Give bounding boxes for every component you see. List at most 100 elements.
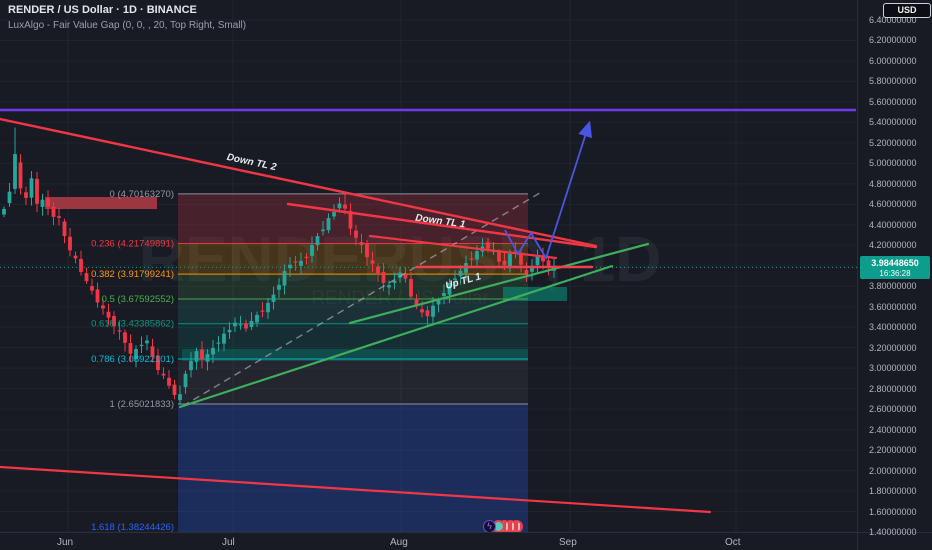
candle xyxy=(475,251,479,260)
candle xyxy=(62,221,67,237)
fvg-box[interactable] xyxy=(182,349,528,361)
candle xyxy=(277,284,281,290)
candle xyxy=(271,294,276,302)
up-tl-1b[interactable] xyxy=(348,242,650,325)
down-tl-1[interactable] xyxy=(286,202,598,249)
candle xyxy=(293,261,298,263)
fib-retracement-bands[interactable] xyxy=(178,193,528,532)
candle xyxy=(321,229,325,232)
price-tick-label: 4.80000000 xyxy=(869,178,917,189)
candle xyxy=(106,311,111,318)
candle xyxy=(123,332,127,343)
candle xyxy=(35,178,39,204)
price-tick-label: 4.20000000 xyxy=(869,240,917,251)
price-tick-label: 3.20000000 xyxy=(869,342,917,353)
candle xyxy=(73,255,78,259)
candle xyxy=(101,305,105,309)
price-scale[interactable]: 6.40000000 6.20000000 6.00000000 5.80000000… xyxy=(857,0,932,550)
dashed-trendline[interactable] xyxy=(182,190,544,407)
price-tick-label: 2.40000000 xyxy=(869,424,917,435)
candle xyxy=(508,253,512,267)
candle xyxy=(519,253,523,265)
fib-band[interactable] xyxy=(178,274,528,299)
fib-label-0.618: 0.618 (3.43385862) xyxy=(91,319,174,330)
candle xyxy=(95,289,100,303)
candle xyxy=(189,360,193,371)
month-label-oct: Oct xyxy=(725,537,741,548)
time-axis[interactable]: Jun Jul Aug Sep Oct xyxy=(0,532,932,550)
support-ray-bottom[interactable] xyxy=(0,465,712,514)
fib-label-0: 0 (4.70163270) xyxy=(110,189,174,200)
price-tick-label: 4.60000000 xyxy=(869,199,917,210)
price-tick-label: 1.80000000 xyxy=(869,486,917,497)
candle xyxy=(403,274,408,279)
fib-label-0.786: 0.786 (3.08922101) xyxy=(91,354,174,365)
candle xyxy=(348,210,353,229)
price-tick-label: 5.00000000 xyxy=(869,158,917,169)
candle xyxy=(392,280,397,283)
down-tl-1b[interactable] xyxy=(368,234,558,260)
month-label-sep: Sep xyxy=(559,537,577,548)
candle xyxy=(24,192,28,198)
candle xyxy=(172,384,177,396)
luxalgo-logo: ϟ xyxy=(483,519,523,533)
candle xyxy=(288,264,292,269)
candle xyxy=(178,394,182,401)
candle xyxy=(249,320,254,327)
month-label-jun: Jun xyxy=(57,537,74,548)
candle xyxy=(194,351,199,362)
price-tick-label: 5.20000000 xyxy=(869,137,917,148)
supply-zone[interactable] xyxy=(45,197,157,209)
price-tick-label: 2.80000000 xyxy=(869,383,917,394)
indicator-legend[interactable]: LuxAlgo - Fair Value Gap (0, 0, , 20, To… xyxy=(8,20,247,31)
up-tl-1[interactable] xyxy=(178,264,614,409)
candle xyxy=(458,271,463,277)
candle xyxy=(409,279,413,297)
last-price-badge: 3.98448650 16:36:28 xyxy=(860,256,930,279)
candle xyxy=(40,199,45,207)
candle xyxy=(546,260,551,268)
candle xyxy=(139,344,144,347)
supply-zone-box[interactable] xyxy=(45,197,157,209)
candle xyxy=(216,342,221,344)
month-label-aug: Aug xyxy=(390,537,408,548)
price-tick-label: 3.40000000 xyxy=(869,322,917,333)
symbol-title[interactable]: RENDER / US Dollar · 1D · BINANCE xyxy=(8,4,197,16)
candle xyxy=(84,273,89,282)
fib-band[interactable] xyxy=(178,193,528,244)
trendline-drawings[interactable] xyxy=(0,117,712,514)
candle xyxy=(205,354,210,362)
last-price-value: 3.98448650 xyxy=(871,258,919,268)
candle xyxy=(244,323,248,329)
trendline-label-down-tl-2: Down TL 2 xyxy=(226,152,278,173)
candle xyxy=(90,286,94,291)
candle xyxy=(57,216,61,218)
symbol-watermark: RENDERUSD, 1D RENDER / US Dollar xyxy=(139,223,662,309)
fib-band[interactable] xyxy=(178,403,528,532)
projection-arrow[interactable] xyxy=(504,120,593,261)
chart-legend[interactable]: RENDER / US Dollar · 1D · BINANCE LuxAlg… xyxy=(8,4,246,32)
candle xyxy=(46,198,50,207)
candle xyxy=(326,218,331,231)
fib-band[interactable] xyxy=(178,359,528,404)
fib-label-1: 1 (2.65021833) xyxy=(110,399,174,410)
candle xyxy=(310,245,314,256)
candle xyxy=(398,272,402,278)
candle xyxy=(304,256,309,258)
currency-toggle-button[interactable]: USD xyxy=(883,3,931,18)
candle xyxy=(502,260,507,266)
price-tick-label: 2.60000000 xyxy=(869,404,917,415)
candle xyxy=(541,255,545,262)
candle xyxy=(447,282,452,295)
fib-band[interactable] xyxy=(178,323,528,360)
down-tl-2[interactable] xyxy=(0,117,598,248)
candle xyxy=(238,324,243,326)
fib-label-1.618: 1.618 (1.38244426) xyxy=(91,522,174,533)
price-tick-label: 5.80000000 xyxy=(869,76,917,87)
candle xyxy=(161,373,166,376)
price-tick-label: 6.00000000 xyxy=(869,55,917,66)
candle xyxy=(156,355,160,371)
candle xyxy=(343,204,347,209)
